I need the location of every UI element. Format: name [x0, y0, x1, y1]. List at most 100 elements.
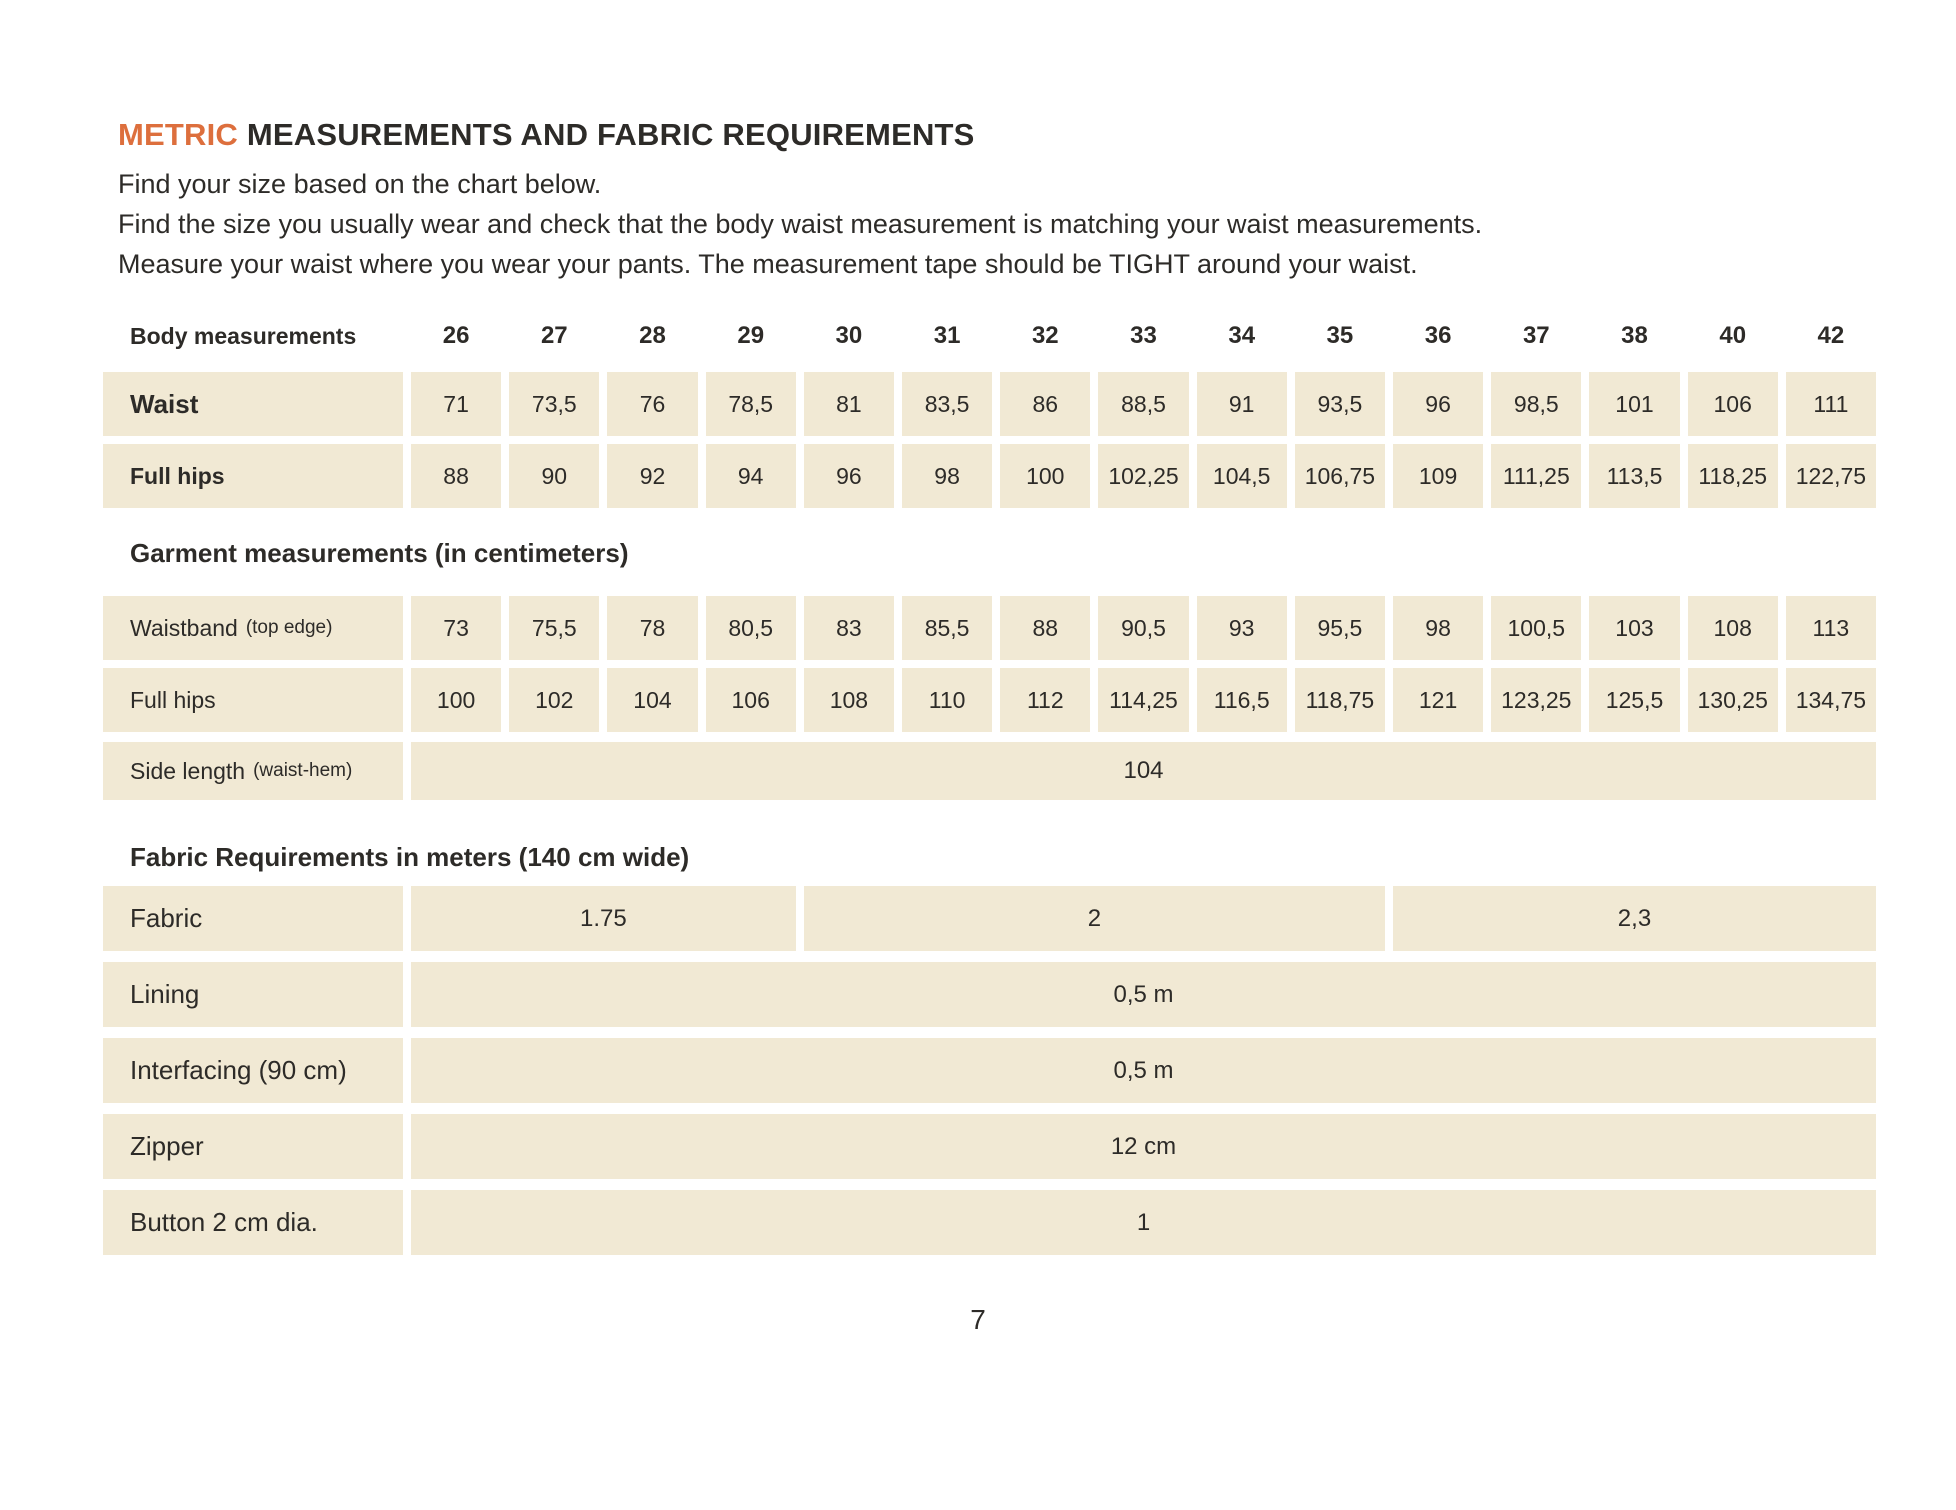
full-hips-garment-value-cell: 114,25	[1098, 668, 1189, 732]
size-chart: Body measurements 26 27 28 29 30 31 32 33 34 35 36…	[103, 320, 1876, 1255]
waistband-value-cell: 98	[1392, 596, 1484, 660]
size-header-cell: 32	[1031, 322, 1059, 349]
waistband-row: Waistband (top edge) 73 75,5 78 80,5 83 85,5 8…	[103, 596, 1876, 660]
waist-value-cell: 98,5	[1491, 372, 1582, 436]
waist-label: Waist	[103, 372, 403, 436]
size-header-cell: 42	[1817, 322, 1845, 349]
fabric-requirements-heading: Fabric Requirements in meters (140 cm wi…	[130, 842, 690, 872]
body-measurements-label: Body measurements	[130, 322, 357, 349]
waistband-label: Waistband (top edge)	[103, 596, 403, 660]
notion-label: Interfacing (90 cm)	[103, 1038, 403, 1103]
waistband-value-cell: 108	[1687, 596, 1778, 660]
full-hips-body-value-cell: 100	[1000, 444, 1091, 508]
fabric-label: Fabric	[103, 886, 403, 951]
waist-value-cell: 76	[607, 372, 698, 436]
full-hips-body-label: Full hips	[103, 444, 403, 508]
document-page: METRIC MEASUREMENTS AND FABRIC REQUIREME…	[0, 116, 1956, 1510]
intro-line-1: Find your size based on the chart below.	[118, 169, 602, 199]
waistband-value-cell: 95,5	[1294, 596, 1385, 660]
size-header-cell: 29	[737, 322, 765, 349]
size-header-cell: 40	[1719, 322, 1747, 349]
full-hips-garment-value-cell: 112	[1000, 668, 1091, 732]
intro-line-2: Find the size you usually wear and check…	[118, 209, 1483, 239]
waist-value-cell: 93,5	[1294, 372, 1385, 436]
waistband-value-cell: 88	[1000, 596, 1091, 660]
waist-value-cell: 83,5	[901, 372, 993, 436]
full-hips-garment-value-cell: 100	[411, 668, 502, 732]
full-hips-garment-label: Full hips	[103, 668, 403, 732]
full-hips-garment-value-cell: 134,75	[1785, 668, 1876, 732]
notion-row: Button 2 cm dia. 1	[103, 1190, 1876, 1255]
full-hips-body-value-cell: 111,25	[1491, 444, 1582, 508]
waistband-value-cell: 78	[607, 596, 698, 660]
waist-value-cell: 91	[1196, 372, 1287, 436]
full-hips-body-value-cell: 113,5	[1589, 444, 1680, 508]
waistband-value-cell: 73	[411, 596, 502, 660]
side-length-label: Side length (waist-hem)	[103, 742, 403, 800]
waistband-value-cell: 113	[1785, 596, 1876, 660]
full-hips-garment-value-cell: 116,5	[1196, 668, 1287, 732]
waistband-value-cell: 93	[1196, 596, 1287, 660]
waistband-value-cell: 103	[1589, 596, 1680, 660]
notion-row: Lining 0,5 m	[103, 962, 1876, 1027]
garment-measurements-heading: Garment measurements (in centimeters)	[130, 538, 629, 568]
size-header-cell: 34	[1228, 322, 1256, 349]
size-header-cell: 26	[442, 322, 470, 349]
full-hips-garment-value-cell: 104	[607, 668, 698, 732]
full-hips-body-value-cell: 90	[509, 444, 600, 508]
full-hips-body-value-cell: 122,75	[1785, 444, 1876, 508]
fabric-value-cell: 2	[803, 886, 1385, 951]
notion-row: Zipper 12 cm	[103, 1114, 1876, 1179]
notion-row: Interfacing (90 cm) 0,5 m	[103, 1038, 1876, 1103]
full-hips-garment-value-cell: 121	[1392, 668, 1484, 732]
waist-value-cell: 81	[803, 372, 894, 436]
notion-value-cell: 0,5 m	[411, 962, 1876, 1027]
waist-row: Waist 71 73,5 76 78,5 81 83,5 86 88,5 91 93,5 96 98…	[103, 372, 1876, 436]
full-hips-body-value-cell: 92	[607, 444, 698, 508]
waistband-value-cell: 80,5	[705, 596, 796, 660]
full-hips-garment-value-cell: 123,25	[1491, 668, 1582, 732]
waistband-label-note: (top edge)	[245, 617, 333, 638]
waist-value-cell: 71	[411, 372, 502, 436]
waist-value-cell: 96	[1392, 372, 1484, 436]
waist-value-cell: 106	[1687, 372, 1778, 436]
size-header-cell: 31	[933, 322, 961, 349]
intro-line-3: Measure your waist where you wear your p…	[118, 249, 1418, 279]
full-hips-body-value-cell: 118,25	[1687, 444, 1778, 508]
notion-value-cell: 0,5 m	[411, 1038, 1876, 1103]
fabric-value-cell: 1.75	[411, 886, 796, 951]
fabric-value-cell: 2,3	[1392, 886, 1876, 951]
size-header-row: Body measurements 26 27 28 29 30 31 32 33 34 35 36…	[103, 320, 1876, 352]
size-header-cell: 30	[835, 322, 863, 349]
waist-value-cell: 73,5	[509, 372, 600, 436]
waist-value-cell: 101	[1589, 372, 1680, 436]
size-header-cell: 37	[1522, 322, 1550, 349]
full-hips-body-row: Full hips 88 90 92 94 96 98 100 102,25 104,5 106,…	[103, 444, 1876, 508]
waist-value-cell: 86	[1000, 372, 1091, 436]
waistband-label-text: Waistband	[130, 614, 238, 641]
full-hips-body-value-cell: 104,5	[1196, 444, 1287, 508]
full-hips-body-value-cell: 102,25	[1098, 444, 1189, 508]
notion-value-cell: 1	[411, 1190, 1876, 1255]
size-header-cell: 33	[1130, 322, 1157, 349]
notion-value-cell: 12 cm	[411, 1114, 1876, 1179]
waistband-value-cell: 90,5	[1098, 596, 1189, 660]
size-header-cell: 35	[1326, 322, 1354, 349]
notion-label: Button 2 cm dia.	[103, 1190, 403, 1255]
full-hips-body-value-cell: 98	[901, 444, 993, 508]
size-header-cell: 27	[540, 322, 568, 349]
full-hips-body-value-cell: 88	[411, 444, 502, 508]
side-length-label-note: (waist-hem)	[253, 760, 353, 781]
full-hips-body-value-cell: 94	[705, 444, 796, 508]
notion-label: Zipper	[103, 1114, 403, 1179]
full-hips-garment-value-cell: 106	[705, 668, 796, 732]
title-rest: MEASUREMENTS AND FABRIC REQUIREMENTS	[246, 117, 975, 152]
waist-value-cell: 111	[1785, 372, 1876, 436]
full-hips-garment-value-cell: 102	[509, 668, 600, 732]
page-title: METRIC MEASUREMENTS AND FABRIC REQUIREME…	[118, 116, 1956, 154]
side-length-row: Side length (waist-hem) 104	[103, 742, 1876, 800]
size-header-cell: 36	[1424, 322, 1452, 349]
size-header-cell: 38	[1621, 322, 1648, 349]
page-number: 7	[970, 1304, 986, 1335]
waist-value-cell: 88,5	[1098, 372, 1189, 436]
